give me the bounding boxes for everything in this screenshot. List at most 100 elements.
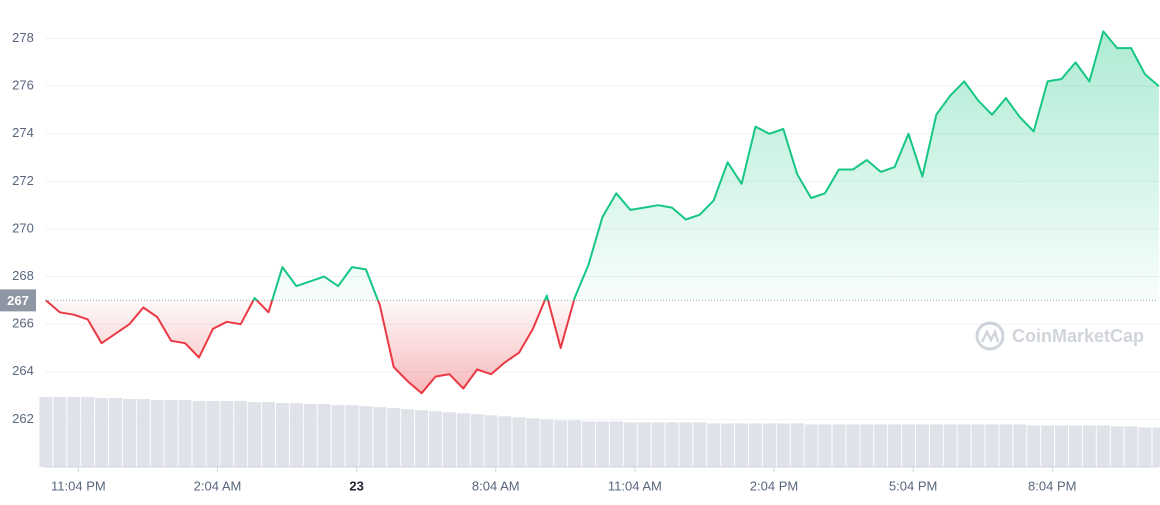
volume-bar xyxy=(874,424,888,467)
volume-bar xyxy=(1027,425,1041,467)
x-tick-label: 8:04 AM xyxy=(472,478,520,493)
volume-bar xyxy=(345,405,359,467)
volume-bar xyxy=(289,403,303,467)
volume-bar xyxy=(1124,426,1138,467)
volume-bar xyxy=(985,424,999,467)
baseline-label-box xyxy=(0,289,36,312)
volume-bar xyxy=(39,397,53,467)
volume-bar xyxy=(1068,425,1082,467)
volume-bar xyxy=(957,424,971,467)
volume-bar xyxy=(637,422,651,467)
volume-bar xyxy=(679,422,693,467)
x-tick-label: 23 xyxy=(349,478,363,493)
volume-bar xyxy=(832,424,846,467)
volume-bar xyxy=(804,424,818,467)
volume-bar xyxy=(220,401,234,467)
volume-bar xyxy=(776,423,790,467)
volume-bar xyxy=(818,424,832,467)
volume-bar xyxy=(693,422,707,467)
x-tick-label: 2:04 PM xyxy=(750,478,798,493)
volume-bar xyxy=(248,402,262,467)
volume-bar xyxy=(888,424,902,467)
volume-bar xyxy=(81,397,95,467)
volume-bar xyxy=(122,399,136,467)
volume-bar xyxy=(1138,427,1152,467)
y-tick-label: 262 xyxy=(12,411,34,426)
volume-bar xyxy=(595,421,609,467)
volume-bar xyxy=(929,424,943,467)
x-tick-label: 11:04 PM xyxy=(51,478,106,493)
volume-bar xyxy=(275,403,289,467)
volume-bar xyxy=(1013,424,1027,467)
y-tick-label: 266 xyxy=(12,316,34,331)
watermark-text: CoinMarketCap xyxy=(1012,326,1144,346)
volume-bar xyxy=(67,397,81,467)
y-tick-label: 268 xyxy=(12,268,34,283)
volume-bar xyxy=(748,423,762,467)
volume-bar xyxy=(943,424,957,467)
volume-bar xyxy=(846,424,860,467)
volume-bar xyxy=(164,400,178,467)
x-tick-label: 11:04 AM xyxy=(608,478,662,493)
baseline-label: 267 xyxy=(7,293,29,308)
volume-bar xyxy=(53,397,67,467)
volume-bar xyxy=(540,419,554,467)
volume-bar xyxy=(456,413,470,467)
volume-bar xyxy=(428,411,442,467)
volume-bar xyxy=(401,409,415,467)
volume-bar xyxy=(192,401,206,467)
volume-bar xyxy=(623,422,637,467)
volume-bar xyxy=(512,417,526,467)
y-tick-label: 264 xyxy=(12,363,34,378)
y-tick-label: 270 xyxy=(12,220,34,235)
volume-bar xyxy=(331,405,345,467)
volume-bar xyxy=(1041,425,1055,467)
volume-bar xyxy=(303,404,317,467)
volume-bar xyxy=(707,423,721,467)
volume-bar xyxy=(484,415,498,467)
volume-bar xyxy=(582,421,596,467)
y-tick-label: 272 xyxy=(12,173,34,188)
volume-bar xyxy=(790,423,804,467)
y-tick-label: 276 xyxy=(12,78,34,93)
volume-bar xyxy=(609,421,623,467)
volume-bar xyxy=(317,404,331,467)
volume-bar xyxy=(915,424,929,467)
volume-bar xyxy=(95,398,109,467)
volume-bar xyxy=(498,416,512,467)
volume-bar xyxy=(1152,427,1160,467)
volume-bar xyxy=(206,401,220,467)
volume-bar xyxy=(1055,425,1069,467)
volume-bar xyxy=(359,406,373,467)
volume-bar xyxy=(108,398,122,467)
volume-bar xyxy=(721,423,735,467)
volume-bar xyxy=(762,423,776,467)
volume-bar xyxy=(526,418,540,467)
volume-bar xyxy=(442,412,456,467)
volume-bar xyxy=(568,420,582,467)
price-area xyxy=(45,31,1159,394)
volume-bar xyxy=(150,400,164,467)
y-tick-label: 278 xyxy=(12,30,34,45)
volume-bar xyxy=(554,420,568,467)
volume-bar xyxy=(373,407,387,467)
y-tick-label: 274 xyxy=(12,125,34,140)
x-tick-label: 8:04 PM xyxy=(1028,478,1076,493)
volume-bar xyxy=(860,424,874,467)
volume-bar xyxy=(387,408,401,467)
volume-bar xyxy=(262,402,276,467)
x-tick-label: 2:04 AM xyxy=(194,478,242,493)
volume-bar xyxy=(999,424,1013,467)
volume-bar xyxy=(1082,425,1096,467)
volume-bar xyxy=(470,414,484,467)
volume-bar xyxy=(902,424,916,467)
volume-bar xyxy=(1096,425,1110,467)
x-tick-label: 5:04 PM xyxy=(889,478,937,493)
volume-bar xyxy=(971,424,985,467)
volume-bar xyxy=(415,410,429,467)
volume-bar xyxy=(1110,426,1124,467)
volume-bar xyxy=(178,400,192,467)
watermark: CoinMarketCap xyxy=(975,321,1144,351)
volume-bar xyxy=(665,422,679,467)
